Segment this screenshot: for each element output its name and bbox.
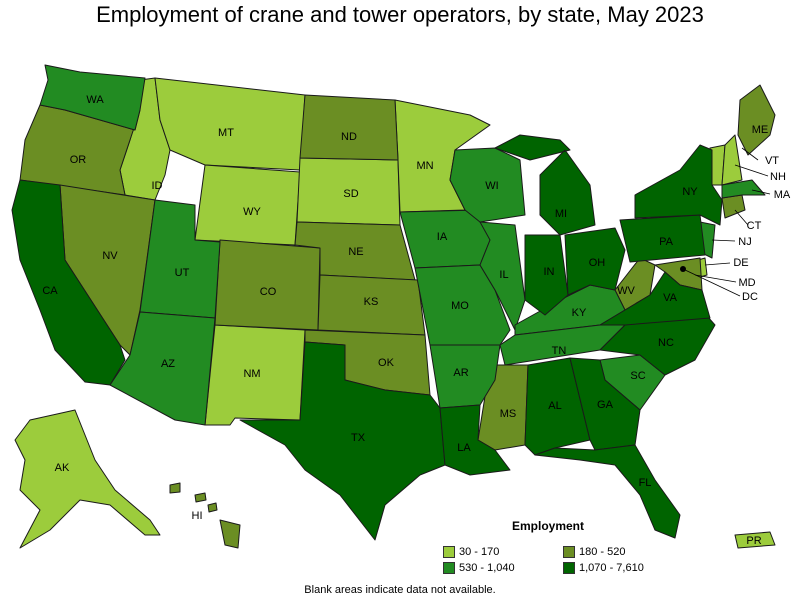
label-AZ: AZ <box>161 358 175 370</box>
state-AR <box>429 344 501 409</box>
label-SC: SC <box>630 370 645 382</box>
state-CA <box>11 179 126 386</box>
state-IL <box>479 221 526 331</box>
state-NH <box>721 134 743 186</box>
label-MO: MO <box>451 300 469 312</box>
label-HI: HI <box>192 510 203 522</box>
legend-swatch-4 <box>563 562 575 574</box>
label-AK: AK <box>55 462 70 474</box>
label-MA: MA <box>774 189 791 201</box>
state-HI-islands <box>169 482 218 513</box>
state-OH <box>564 227 626 296</box>
state-MT <box>154 77 306 171</box>
label-GA: GA <box>597 399 614 411</box>
label-NV: NV <box>102 250 118 262</box>
label-VT: VT <box>765 155 779 167</box>
label-WA: WA <box>86 94 104 106</box>
legend-item-2: 180 - 520 <box>563 546 625 558</box>
label-LA: LA <box>457 442 471 454</box>
state-HI <box>219 519 241 549</box>
label-MS: MS <box>500 408 517 420</box>
state-GA <box>569 357 641 451</box>
label-KS: KS <box>364 296 379 308</box>
legend-item-1: 30 - 170 <box>443 546 499 558</box>
label-FL: FL <box>639 477 652 489</box>
label-ME: ME <box>752 124 769 136</box>
legend-label-3: 530 - 1,040 <box>459 562 515 574</box>
label-AR: AR <box>453 367 468 379</box>
state-ND <box>299 94 399 161</box>
state-CT <box>721 194 746 219</box>
label-MN: MN <box>416 160 433 172</box>
label-NE: NE <box>348 246 363 258</box>
label-MD: MD <box>738 277 755 289</box>
label-KY: KY <box>572 307 587 319</box>
label-WY: WY <box>243 206 261 218</box>
label-AL: AL <box>548 400 561 412</box>
label-DC: DC <box>742 291 758 303</box>
label-CA: CA <box>42 285 58 297</box>
label-CO: CO <box>260 286 277 298</box>
label-MT: MT <box>218 127 234 139</box>
label-OH: OH <box>589 257 606 269</box>
label-VA: VA <box>663 292 678 304</box>
legend-swatch-2 <box>563 546 575 558</box>
label-PR: PR <box>746 535 761 547</box>
label-MI: MI <box>555 208 567 220</box>
state-IN <box>524 234 569 316</box>
label-CT: CT <box>747 220 762 232</box>
label-ID: ID <box>152 180 163 192</box>
label-OK: OK <box>378 357 395 369</box>
footnote: Blank areas indicate data not available. <box>304 584 496 596</box>
state-TX <box>239 341 446 541</box>
state-MA <box>721 179 766 199</box>
label-ND: ND <box>341 131 357 143</box>
label-NY: NY <box>682 186 698 198</box>
state-VA <box>599 271 711 326</box>
label-TX: TX <box>351 432 366 444</box>
state-AZ <box>109 311 216 426</box>
label-UT: UT <box>175 267 190 279</box>
legend-title: Employment <box>512 519 585 533</box>
label-WI: WI <box>485 180 498 192</box>
label-NJ: NJ <box>738 236 751 248</box>
legend-swatch-1 <box>443 546 455 558</box>
state-LA <box>439 404 511 476</box>
state-AK <box>14 409 161 549</box>
label-WV: WV <box>617 285 635 297</box>
state-PR <box>734 531 776 549</box>
map-title: Employment of crane and tower operators,… <box>96 2 704 27</box>
state-MI <box>494 134 596 236</box>
label-PA: PA <box>659 236 674 248</box>
label-NH: NH <box>770 171 786 183</box>
state-WI <box>449 147 526 223</box>
label-NC: NC <box>658 337 674 349</box>
legend-item-4: 1,070 - 7,610 <box>563 562 644 574</box>
label-IL: IL <box>499 269 508 281</box>
state-FL <box>534 444 681 539</box>
label-SD: SD <box>343 188 358 200</box>
label-IN: IN <box>544 266 555 278</box>
legend-label-1: 30 - 170 <box>459 546 500 558</box>
state-NY <box>634 144 723 226</box>
state-ME <box>737 84 776 156</box>
label-NM: NM <box>243 368 260 380</box>
legend-item-3: 530 - 1,040 <box>443 562 515 574</box>
state-WA <box>39 64 146 131</box>
legend-swatch-3 <box>443 562 455 574</box>
label-OR: OR <box>70 154 87 166</box>
legend-label-2: 180 - 520 <box>579 546 626 558</box>
label-TN: TN <box>552 345 567 357</box>
label-DE: DE <box>733 257 748 269</box>
label-IA: IA <box>437 231 448 243</box>
legend-label-4: 1,070 - 7,610 <box>579 562 644 574</box>
